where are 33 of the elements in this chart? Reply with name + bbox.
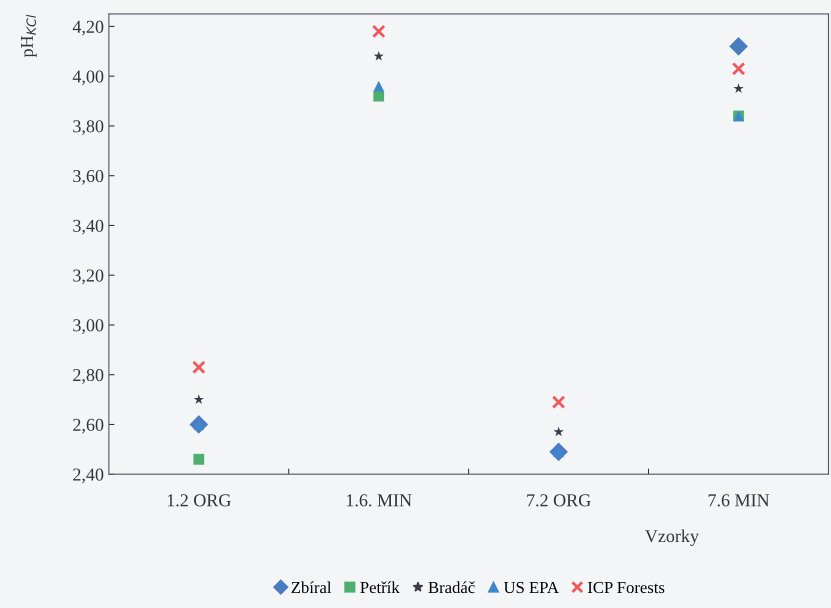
y-tick-label: 2,40 xyxy=(73,468,104,484)
legend-label: Bradáč xyxy=(428,581,475,594)
x-tick-label: 1.2 ORG xyxy=(168,494,231,506)
point xyxy=(552,395,566,409)
point xyxy=(194,394,204,404)
point xyxy=(373,90,384,102)
y-tick-label: 3,60 xyxy=(73,170,104,185)
point xyxy=(193,454,204,465)
point xyxy=(192,360,206,374)
x-axis-title: Vzorky xyxy=(645,530,699,546)
point xyxy=(732,62,746,76)
x-tick-label: 7.6 MIN xyxy=(708,494,770,506)
y-tick-label: 3,80 xyxy=(73,120,104,135)
y-tick-label: 4,20 xyxy=(72,20,104,36)
y-tick-label: 2,60 xyxy=(73,418,104,434)
point xyxy=(554,426,564,436)
legend-label: Petřík xyxy=(360,581,400,594)
y-tick-label: 4,00 xyxy=(72,70,104,86)
x-tick-label: 7.2 ORG xyxy=(527,494,591,506)
legend-label: US EPA xyxy=(504,582,559,594)
point xyxy=(729,37,748,56)
x-tick-label: 1.6. MIN xyxy=(346,494,412,506)
y-tick-label: 3,20 xyxy=(73,269,104,284)
y-tick-label: 3,00 xyxy=(73,319,104,334)
legend-label: Zbíral xyxy=(292,581,332,594)
point xyxy=(733,83,744,93)
point xyxy=(372,24,386,38)
legend-label: ICP Forests xyxy=(588,582,664,594)
y-tick-label: 3,40 xyxy=(73,220,104,234)
y-tick-label: 2,80 xyxy=(73,368,104,384)
point xyxy=(374,50,384,61)
y-axis-title: pH$_{KCl}$ xyxy=(21,14,37,58)
point xyxy=(373,80,384,92)
